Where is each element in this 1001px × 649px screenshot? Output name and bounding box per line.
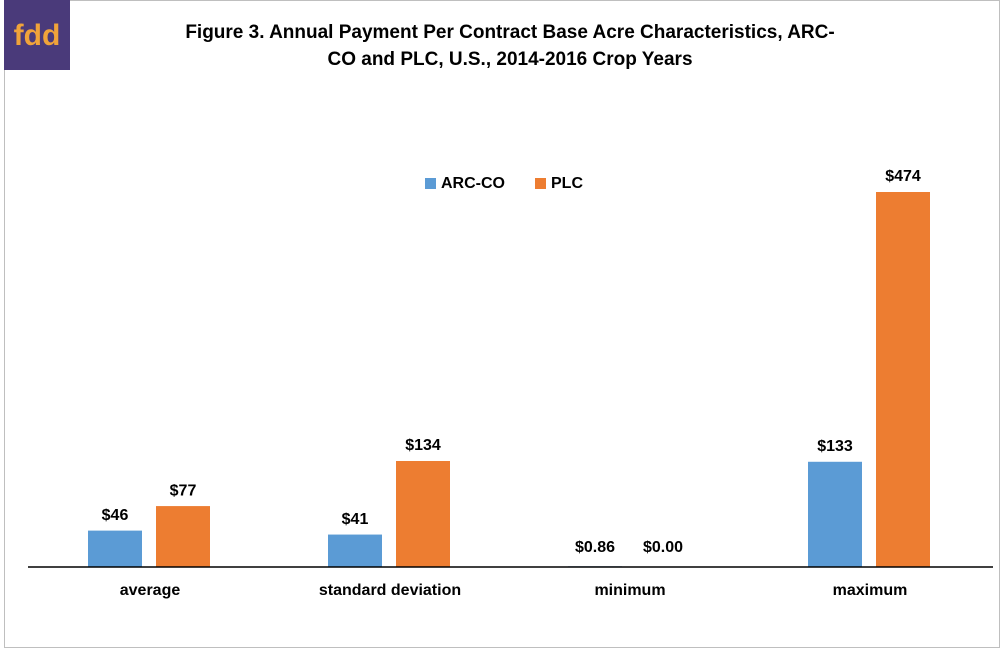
bar <box>156 506 210 567</box>
bar <box>88 530 142 567</box>
data-label: $0.00 <box>643 539 683 556</box>
x-tick-label: standard deviation <box>319 582 461 599</box>
data-label: $133 <box>817 438 853 455</box>
data-label: $0.86 <box>575 539 615 556</box>
chart-title: CO and PLC, U.S., 2014-2016 Crop Years <box>327 49 692 70</box>
x-tick-label: average <box>120 582 181 599</box>
bar <box>808 461 862 567</box>
bar <box>876 192 930 567</box>
data-label: $41 <box>342 511 369 528</box>
legend-label: PLC <box>551 175 583 192</box>
legend-label: ARC-CO <box>441 175 505 192</box>
logo: fdd <box>14 19 61 52</box>
data-label: $77 <box>170 482 197 499</box>
legend-swatch <box>425 178 436 189</box>
bar <box>396 460 450 567</box>
logo-box <box>4 0 70 70</box>
data-label: $46 <box>102 507 129 524</box>
chart-title: Figure 3. Annual Payment Per Contract Ba… <box>185 22 834 43</box>
data-label: $134 <box>405 437 441 454</box>
x-tick-label: minimum <box>594 582 665 599</box>
legend-swatch <box>535 178 546 189</box>
bar <box>328 534 382 567</box>
x-tick-label: maximum <box>833 582 908 599</box>
data-label: $474 <box>885 168 921 185</box>
